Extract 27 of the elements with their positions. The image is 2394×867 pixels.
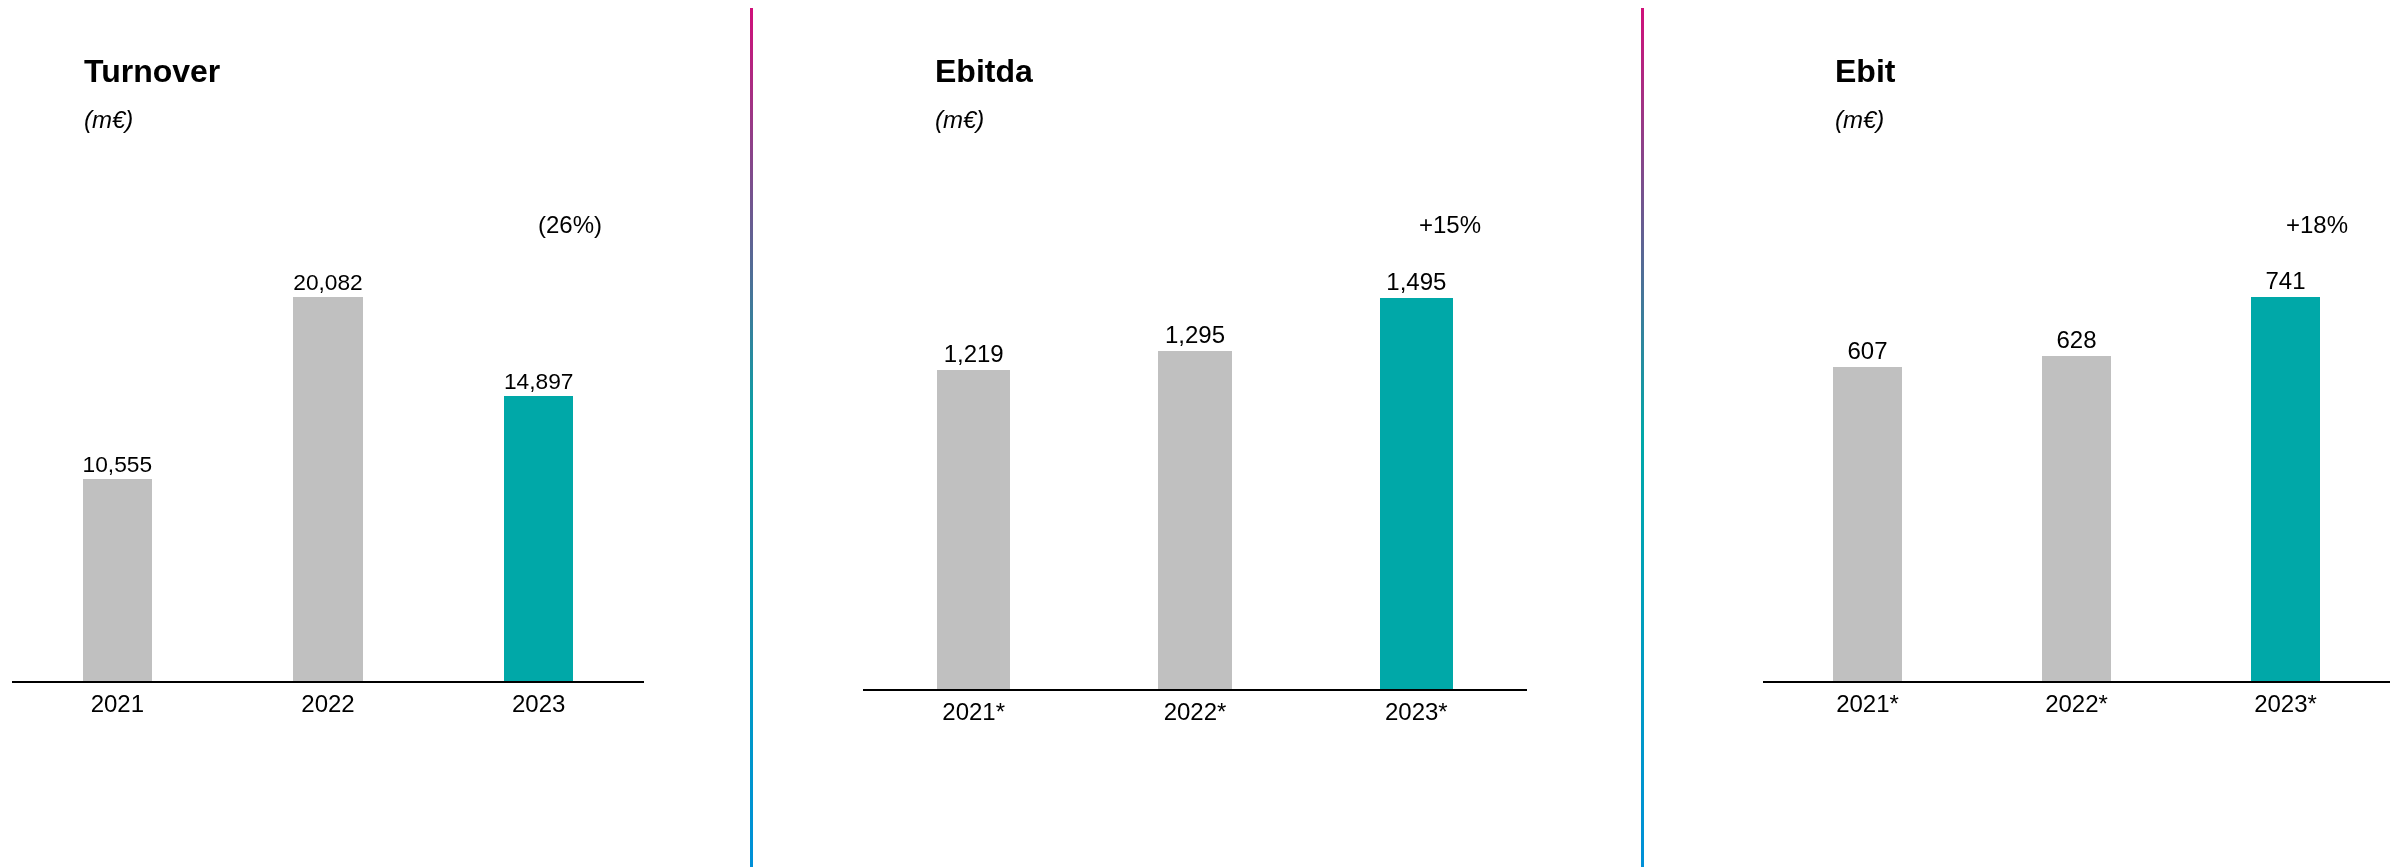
- data-label: 14,897: [503, 367, 574, 394]
- text: (26%): [538, 211, 603, 238]
- x-tick-label: 2021*: [1836, 689, 1899, 717]
- data-label: 741: [2265, 267, 2306, 295]
- data-label: 628: [2056, 325, 2097, 353]
- text: +15%: [1419, 211, 1482, 238]
- x-tick-label: 2021: [90, 689, 145, 717]
- x-tick-label: 2023*: [1384, 697, 1448, 725]
- chart-title: Ebitda: [935, 53, 1033, 90]
- data-label: 1,219: [943, 340, 1004, 368]
- x-tick-label: 2022: [301, 689, 355, 717]
- x-tick-label: 2022*: [2045, 689, 2108, 717]
- data-label: 607: [1847, 336, 1888, 364]
- x-tick-label: 2022*: [1163, 697, 1227, 725]
- x-tick-label: 2023*: [2254, 689, 2317, 717]
- data-label: 10,555: [82, 450, 153, 477]
- data-label: 1,295: [1164, 320, 1226, 348]
- data-label: 20,082: [293, 268, 363, 295]
- x-tick-label: 2023: [511, 689, 566, 717]
- text: +18%: [2286, 211, 2349, 238]
- data-label: 1,495: [1386, 268, 1447, 296]
- chart-title: Ebit: [1835, 53, 1896, 90]
- chart-title: Turnover: [84, 53, 221, 90]
- x-tick-label: 2021*: [942, 697, 1006, 725]
- chart-subtitle: (m€): [1835, 105, 1885, 133]
- chart-subtitle: (m€): [935, 105, 985, 133]
- chart-subtitle: (m€): [84, 105, 134, 133]
